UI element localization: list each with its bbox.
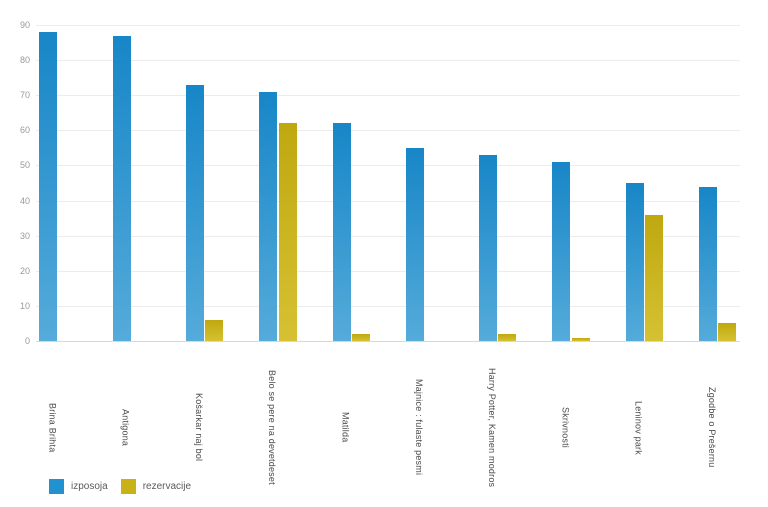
gridline: [36, 130, 740, 132]
bar-rezervacije[interactable]: [645, 214, 663, 341]
bar-izposoja[interactable]: [699, 186, 717, 341]
y-tick-label: 40: [19, 195, 30, 206]
legend-label-rezervacije: rezervacije: [142, 481, 192, 492]
gridline: [36, 60, 740, 62]
x-axis-line: [36, 341, 740, 342]
legend-label-izposoja: izposoja: [71, 481, 108, 492]
x-category-label: Belo se pere na devetdeset: [267, 370, 278, 485]
bar-izposoja[interactable]: [332, 123, 351, 341]
legend: izposoja rezervacije: [49, 479, 204, 494]
gridline: [36, 305, 740, 307]
bar-rezervacije[interactable]: [278, 123, 297, 341]
x-category-label: Leninov park: [633, 400, 644, 455]
bar-izposoja[interactable]: [405, 147, 424, 341]
bar-izposoja[interactable]: [552, 161, 571, 341]
x-category-label: Brina Brihta: [47, 402, 58, 453]
x-category-label: Antigona: [120, 408, 131, 447]
y-tick-label: 60: [19, 125, 30, 136]
bar-izposoja[interactable]: [479, 154, 498, 341]
bar-izposoja[interactable]: [625, 183, 644, 341]
bar-izposoja[interactable]: [259, 91, 278, 341]
bar-rezervacije[interactable]: [351, 334, 370, 341]
x-category-label: Skrivnosti: [560, 406, 571, 448]
x-category-label: Matilda: [340, 412, 351, 443]
legend-item-izposoja[interactable]: izposoja: [49, 479, 108, 494]
y-tick-label: 20: [19, 265, 30, 276]
legend-swatch-izposoja-icon: [49, 479, 64, 494]
bar-rezervacije[interactable]: [205, 319, 224, 341]
legend-item-rezervacije[interactable]: rezervacije: [120, 479, 192, 494]
x-category-label: Zgodbe o Prešernu: [707, 387, 717, 468]
bar-izposoja[interactable]: [39, 32, 58, 341]
gridline: [36, 270, 740, 272]
y-tick-label: 0: [24, 336, 30, 346]
gridline: [36, 25, 740, 26]
bar-izposoja[interactable]: [112, 35, 131, 341]
y-tick-label: 70: [19, 90, 30, 101]
bar-rezervacije[interactable]: [571, 337, 590, 341]
bar-izposoja[interactable]: [185, 84, 204, 341]
x-category-label: Košarkar naj bol: [193, 393, 204, 462]
gridline: [36, 200, 740, 202]
gridline: [36, 165, 740, 167]
legend-swatch-rezervacije-icon: [120, 479, 136, 494]
y-tick-label: 90: [19, 20, 30, 30]
gridline: [36, 235, 740, 237]
x-category-label: Majnice : fulaste pesmi: [413, 379, 424, 476]
y-tick-label: 10: [19, 300, 30, 311]
bar-rezervacije[interactable]: [498, 334, 517, 341]
bar-rezervacije[interactable]: [718, 323, 737, 341]
y-tick-label: 80: [19, 55, 30, 66]
y-tick-label: 50: [19, 160, 30, 171]
y-tick-label: 30: [19, 230, 30, 241]
gridline: [36, 95, 740, 97]
x-category-label: Harry Potter, Kamen modros: [487, 367, 498, 488]
